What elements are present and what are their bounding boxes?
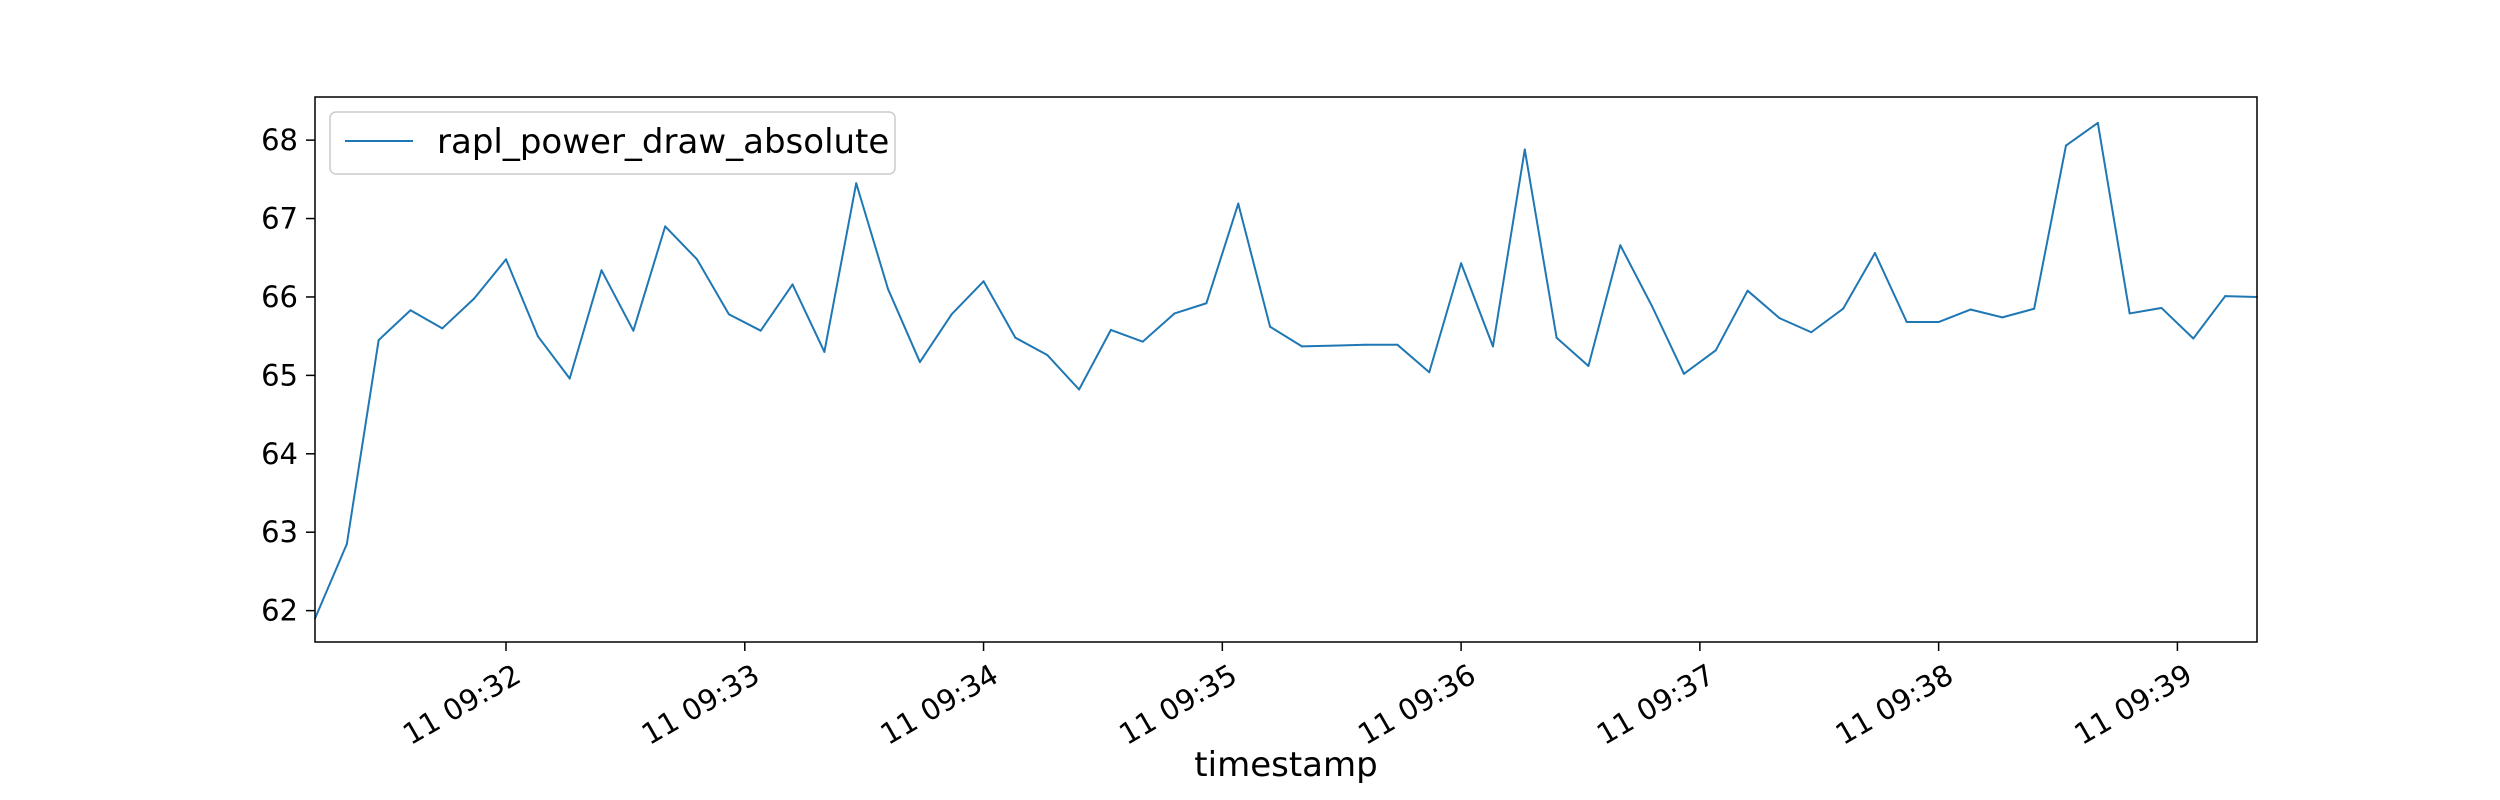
- data-point: [505, 258, 508, 261]
- legend-label: rapl_power_draw_absolute: [437, 122, 889, 162]
- data-point: [1237, 202, 1240, 205]
- data-point: [1205, 302, 1208, 305]
- data-point: [1396, 343, 1399, 346]
- data-point: [823, 350, 826, 353]
- x-tick-label: 11 09:32: [397, 657, 526, 751]
- data-point: [1842, 307, 1845, 310]
- data-point: [1428, 371, 1431, 374]
- x-tick-label: 11 09:36: [1352, 657, 1481, 751]
- plot-area-frame: [314, 96, 2258, 643]
- data-points: [314, 121, 2258, 620]
- data-point: [1746, 289, 1749, 292]
- x-tick-label: 11 09:34: [875, 657, 1004, 751]
- data-point: [2001, 316, 2004, 319]
- data-point: [1332, 344, 1335, 347]
- data-point: [1269, 325, 1272, 328]
- data-point: [536, 335, 539, 338]
- data-point: [377, 339, 380, 342]
- data-point: [632, 329, 635, 332]
- data-point: [345, 542, 348, 545]
- data-point: [1300, 345, 1303, 348]
- data-point: [600, 269, 603, 272]
- x-tick-label: 11 09:39: [2068, 657, 2197, 751]
- data-point: [568, 377, 571, 380]
- data-point: [2192, 337, 2195, 340]
- data-point: [1778, 317, 1781, 320]
- x-tick-label: 11 09:37: [1591, 657, 1720, 751]
- data-point: [1460, 262, 1463, 265]
- series-line: [314, 121, 2258, 619]
- data-point: [1810, 331, 1813, 334]
- y-tick-label: 66: [261, 280, 298, 314]
- data-point: [759, 329, 762, 332]
- data-point: [1046, 353, 1049, 356]
- data-point: [1555, 336, 1558, 339]
- data-point: [950, 313, 953, 316]
- data-point: [1014, 336, 1017, 339]
- x-tick-label: 11 09:33: [636, 657, 765, 751]
- x-axis-label: timestamp: [1194, 745, 1377, 785]
- data-point: [409, 309, 412, 312]
- series-group: [314, 121, 2258, 619]
- data-point: [855, 182, 858, 185]
- data-point: [1714, 349, 1717, 352]
- y-tick-label: 62: [261, 594, 298, 628]
- data-point: [664, 225, 667, 228]
- data-point: [2096, 121, 2099, 124]
- data-point: [1969, 308, 1972, 311]
- data-point: [1078, 388, 1081, 391]
- data-point: [1619, 244, 1622, 247]
- data-point: [2128, 312, 2131, 315]
- x-tick-label: 11 09:35: [1113, 657, 1242, 751]
- data-point: [918, 361, 921, 364]
- data-point: [1141, 340, 1144, 343]
- x-axis-ticks: 11 09:32 11 09:33 11 09:34 11 09:35 11 09:36…: [397, 642, 2198, 752]
- data-point: [2033, 307, 2036, 310]
- data-point: [727, 313, 730, 316]
- data-point: [887, 288, 890, 291]
- data-point: [473, 297, 476, 300]
- y-tick-label: 67: [261, 202, 298, 236]
- y-tick-label: 68: [261, 123, 298, 157]
- data-point: [2160, 306, 2163, 309]
- data-point: [1523, 148, 1526, 151]
- data-point: [1937, 321, 1940, 324]
- data-point: [696, 258, 699, 261]
- data-point: [1491, 345, 1494, 348]
- data-point: [791, 283, 794, 286]
- data-point: [982, 280, 985, 283]
- legend: rapl_power_draw_absolute: [329, 111, 896, 175]
- data-point: [1587, 364, 1590, 367]
- legend-box: [329, 111, 896, 175]
- data-point: [1905, 321, 1908, 324]
- data-point: [1682, 372, 1685, 375]
- x-tick-label: 11 09:38: [1830, 657, 1959, 751]
- data-point: [1364, 343, 1367, 346]
- data-point: [2064, 144, 2067, 147]
- data-point: [2224, 295, 2227, 298]
- y-tick-label: 63: [261, 515, 298, 549]
- y-tick-label: 64: [261, 437, 298, 471]
- y-tick-label: 65: [261, 358, 298, 392]
- data-point: [1109, 328, 1112, 331]
- data-point: [1173, 312, 1176, 315]
- data-point: [441, 327, 444, 330]
- data-point: [1873, 252, 1876, 255]
- data-point: [1651, 305, 1654, 308]
- y-axis-ticks: 62 63 64 65 66 67 68: [261, 123, 315, 628]
